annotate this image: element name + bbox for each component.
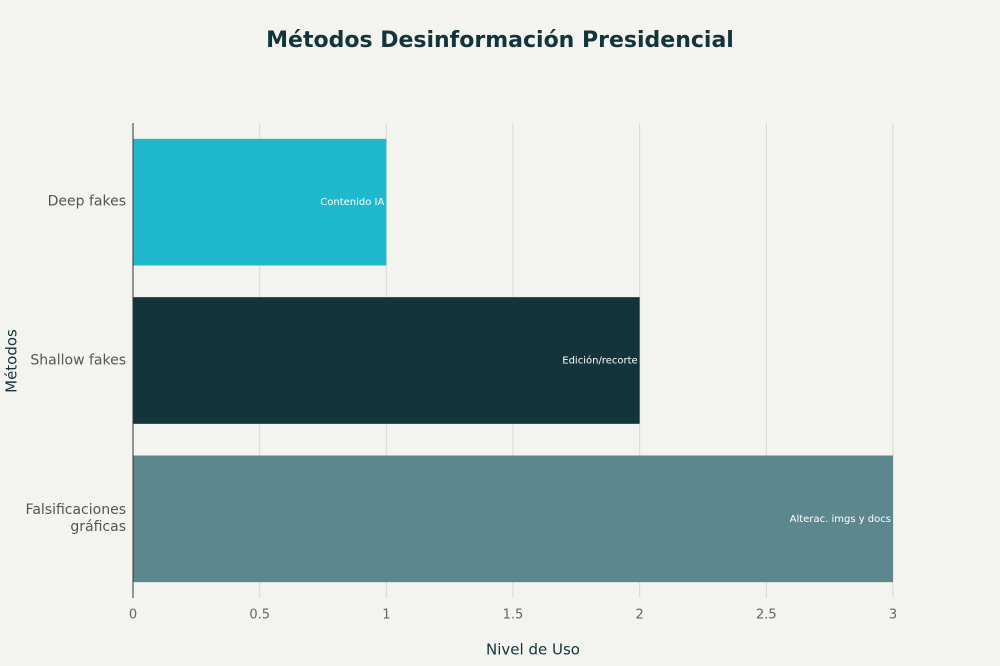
bar <box>133 297 640 424</box>
bar <box>133 138 387 266</box>
x-axis-title: Nivel de Uso <box>486 641 580 659</box>
y-tick-label: Deep fakes <box>47 193 126 210</box>
y-tick-label: Shallow fakes <box>30 352 126 368</box>
bar <box>133 455 893 583</box>
y-axis-title: Métodos <box>3 329 21 393</box>
bar-annotation: Contenido IA <box>320 197 384 208</box>
bar-annotation: Alterac. imgs y docs <box>790 514 891 525</box>
chart-title: Métodos Desinformación Presidencial <box>266 28 734 53</box>
x-tick-label: 0.5 <box>249 608 270 623</box>
y-tick-label: Falsificaciones gráficas <box>25 501 126 535</box>
x-tick-label: 3 <box>889 608 897 623</box>
x-tick-label: 1 <box>382 608 390 623</box>
x-tick-label: 2.5 <box>756 608 777 623</box>
x-tick-label: 0 <box>129 608 137 623</box>
x-tick-label: 2 <box>636 608 644 623</box>
bar-annotation: Edición/recorte <box>562 355 637 367</box>
x-tick-label: 1.5 <box>503 608 524 623</box>
